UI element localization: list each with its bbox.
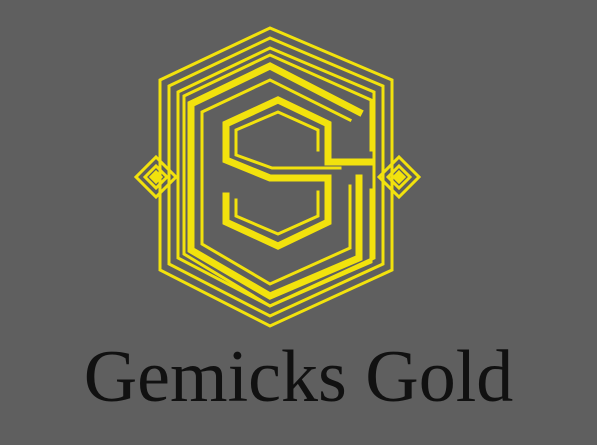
diamond-ornament-icon <box>376 154 422 200</box>
c-inner-lines <box>182 53 373 308</box>
gemicks-gold-logo <box>133 26 422 328</box>
diamond-ornament-icon <box>133 154 179 200</box>
s-monogram-inner-lines <box>234 110 342 236</box>
brand-name: Gemicks Gold <box>83 336 514 418</box>
c-band <box>187 62 364 300</box>
s-monogram-icon <box>222 96 376 250</box>
